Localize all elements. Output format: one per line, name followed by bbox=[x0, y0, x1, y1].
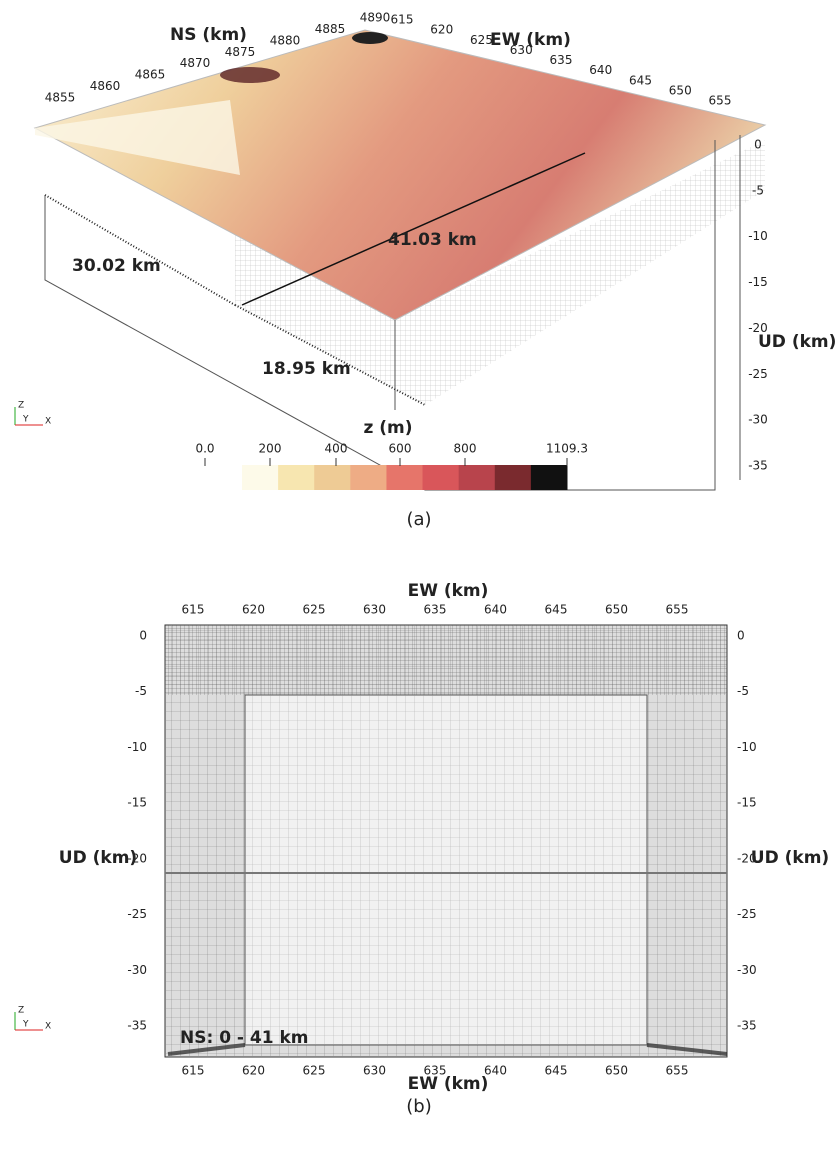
colorbar: 0.0 200 400 600 800 1109.3 bbox=[195, 442, 588, 490]
tick-label: 630 bbox=[510, 43, 533, 57]
tick-label: 625 bbox=[303, 603, 326, 617]
triad-label: X bbox=[45, 1022, 51, 1032]
tick-label: 4865 bbox=[135, 68, 166, 82]
triad-label: Z bbox=[18, 1006, 24, 1016]
tick-label: 4880 bbox=[270, 33, 301, 47]
tick-label: 0 bbox=[737, 629, 745, 643]
triad-label: Y bbox=[22, 1020, 29, 1030]
axes-triads: ZY XZY X bbox=[14, 401, 51, 1032]
panel-a: NS (km) EW (km) UD (km) 30.02 km 41.03 k… bbox=[33, 25, 836, 530]
tick-label: -25 bbox=[737, 907, 757, 921]
colorbar-segment bbox=[530, 465, 568, 490]
colorbar-segment bbox=[278, 465, 315, 490]
tick-label: 635 bbox=[424, 603, 447, 617]
tick-label: -5 bbox=[135, 684, 147, 698]
tick-label: -20 bbox=[748, 321, 768, 335]
tick-label: 640 bbox=[484, 603, 507, 617]
tick-label: -10 bbox=[748, 229, 768, 243]
colorbar-tick-label: 400 bbox=[325, 442, 348, 456]
tick-label: 620 bbox=[242, 1064, 265, 1078]
dimension-label: 41.03 km bbox=[388, 230, 477, 250]
colorbar-title: z (m) bbox=[363, 418, 412, 438]
tick-label: -15 bbox=[748, 275, 768, 289]
tick-label: -35 bbox=[127, 1019, 147, 1033]
tick-label: 650 bbox=[669, 83, 692, 97]
colorbar-segment bbox=[314, 465, 351, 490]
tick-label: 0 bbox=[139, 629, 147, 643]
tick-label: 620 bbox=[242, 603, 265, 617]
colorbar-tick-label: 600 bbox=[389, 442, 412, 456]
tick-label: -30 bbox=[127, 963, 147, 977]
panel-b: EW (km) EW (km) UD (km) UD (km) NS: 0 - … bbox=[59, 581, 829, 1117]
tick-label: 650 bbox=[605, 1064, 628, 1078]
colorbar-tick-label: 1109.3 bbox=[546, 442, 588, 456]
colorbar-tick-label: 200 bbox=[259, 442, 282, 456]
triad-label: Y bbox=[22, 415, 29, 425]
colorbar-segment bbox=[422, 465, 460, 490]
tick-label: 630 bbox=[363, 603, 386, 617]
tick-label: 645 bbox=[545, 1064, 568, 1078]
ud-axis-label: UD (km) bbox=[751, 848, 829, 868]
ew-axis-label: EW (km) bbox=[408, 581, 489, 601]
tick-label: -35 bbox=[737, 1019, 757, 1033]
tick-label: -30 bbox=[737, 963, 757, 977]
tick-label: 630 bbox=[363, 1064, 386, 1078]
tick-label: 635 bbox=[550, 53, 573, 67]
tick-label: -15 bbox=[127, 796, 147, 810]
caption: (b) bbox=[406, 1096, 431, 1117]
tick-label: 4870 bbox=[180, 56, 211, 70]
ew-axis-label: EW (km) bbox=[408, 1074, 489, 1094]
tick-label: -10 bbox=[127, 740, 147, 754]
ew-axis-label: EW (km) bbox=[490, 30, 571, 50]
ud-axis-label: UD (km) bbox=[758, 332, 836, 352]
tick-label: 4875 bbox=[225, 45, 256, 59]
tick-label: 645 bbox=[629, 73, 652, 87]
colorbar-tick-label: 800 bbox=[454, 442, 477, 456]
tick-label: 4855 bbox=[45, 91, 76, 105]
tick-label: 4860 bbox=[90, 79, 121, 93]
tick-label: 655 bbox=[666, 603, 689, 617]
tick-label: 4885 bbox=[315, 22, 346, 36]
tick-label: 620 bbox=[430, 23, 453, 37]
triad-label: Z bbox=[18, 401, 24, 411]
tick-label: -5 bbox=[737, 684, 749, 698]
caption: (a) bbox=[406, 509, 431, 530]
tick-label: -25 bbox=[127, 907, 147, 921]
tick-label: 4890 bbox=[360, 11, 391, 25]
tick-label: 0 bbox=[754, 138, 762, 152]
tick-label: -15 bbox=[737, 796, 757, 810]
triad-label: X bbox=[45, 417, 51, 427]
dimension-label: 30.02 km bbox=[72, 256, 161, 276]
tick-label: 625 bbox=[303, 1064, 326, 1078]
tick-label: 625 bbox=[470, 33, 493, 47]
colorbar-segment bbox=[494, 465, 532, 490]
colorbar-segment bbox=[386, 465, 424, 490]
dimension-label: 18.95 km bbox=[262, 359, 351, 379]
tick-label: 615 bbox=[391, 13, 414, 27]
tick-label: 655 bbox=[666, 1064, 689, 1078]
tick-label: 615 bbox=[182, 603, 205, 617]
tick-label: 615 bbox=[182, 1064, 205, 1078]
tick-label: 635 bbox=[424, 1064, 447, 1078]
ns-note: NS: 0 - 41 km bbox=[180, 1028, 309, 1048]
tick-label: 655 bbox=[709, 94, 732, 108]
tick-label: -25 bbox=[748, 367, 768, 381]
tick-label: -35 bbox=[748, 459, 768, 473]
colorbar-tick-label: 0.0 bbox=[195, 442, 214, 456]
ud-axis-label: UD (km) bbox=[59, 848, 137, 868]
tick-label: -30 bbox=[748, 413, 768, 427]
tick-label: -10 bbox=[737, 740, 757, 754]
colorbar-segment bbox=[242, 465, 279, 490]
tick-label: -5 bbox=[752, 183, 764, 197]
colorbar-segment bbox=[458, 465, 496, 490]
tick-label: -20 bbox=[127, 851, 147, 865]
tick-label: 650 bbox=[605, 603, 628, 617]
colorbar-segment bbox=[350, 465, 387, 490]
tick-label: 640 bbox=[484, 1064, 507, 1078]
ns-axis-label: NS (km) bbox=[170, 25, 247, 45]
tick-label: -20 bbox=[737, 851, 757, 865]
tick-label: 645 bbox=[545, 603, 568, 617]
tick-label: 640 bbox=[589, 63, 612, 77]
